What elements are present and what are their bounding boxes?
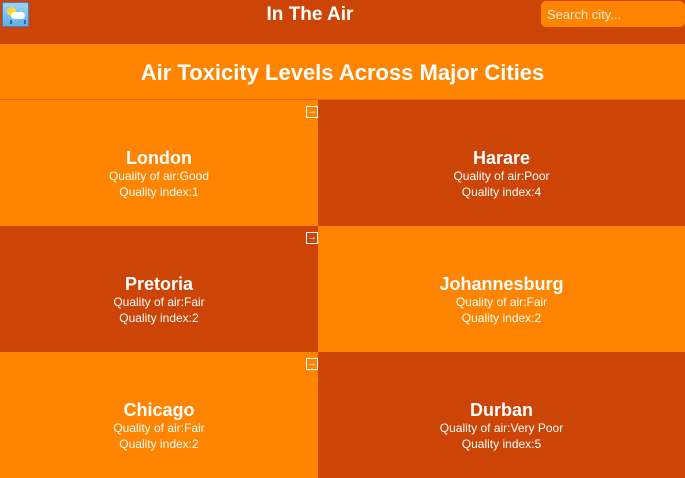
city-card-harare[interactable]: Harare Quality of air:Poor Quality index…	[318, 100, 685, 226]
city-name: Durban	[318, 400, 685, 420]
city-name: London	[0, 148, 318, 168]
city-grid: → London Quality of air:Good Quality ind…	[0, 100, 685, 478]
external-link-icon[interactable]: →	[306, 106, 318, 118]
app-title: In The Air	[0, 0, 620, 30]
quality-index-label: Quality index:2	[318, 310, 685, 326]
air-quality-label: Quality of air:Fair	[0, 420, 318, 436]
city-row: → Chicago Quality of air:Fair Quality in…	[0, 352, 685, 478]
city-card-chicago[interactable]: → Chicago Quality of air:Fair Quality in…	[0, 352, 318, 478]
air-quality-label: Quality of air:Fair	[318, 294, 685, 310]
city-card-durban[interactable]: Durban Quality of air:Very Poor Quality …	[318, 352, 685, 478]
search-input[interactable]	[541, 1, 685, 27]
city-row: → London Quality of air:Good Quality ind…	[0, 100, 685, 226]
city-name: Johannesburg	[318, 274, 685, 294]
quality-index-label: Quality index:4	[318, 184, 685, 200]
air-quality-label: Quality of air:Fair	[0, 294, 318, 310]
city-card-johannesburg[interactable]: Johannesburg Quality of air:Fair Quality…	[318, 226, 685, 352]
quality-index-label: Quality index:1	[0, 184, 318, 200]
city-row: → Pretoria Quality of air:Fair Quality i…	[0, 226, 685, 352]
external-link-icon[interactable]: →	[306, 358, 318, 370]
quality-index-label: Quality index:2	[0, 310, 318, 326]
page-title: Air Toxicity Levels Across Major Cities	[0, 44, 685, 100]
city-card-london[interactable]: → London Quality of air:Good Quality ind…	[0, 100, 318, 226]
air-quality-label: Quality of air:Poor	[318, 168, 685, 184]
air-quality-label: Quality of air:Very Poor	[318, 420, 685, 436]
city-card-pretoria[interactable]: → Pretoria Quality of air:Fair Quality i…	[0, 226, 318, 352]
external-link-icon[interactable]: →	[306, 232, 318, 244]
air-quality-label: Quality of air:Good	[0, 168, 318, 184]
navbar: In The Air	[0, 0, 685, 44]
city-name: Chicago	[0, 400, 318, 420]
city-name: Harare	[318, 148, 685, 168]
city-name: Pretoria	[0, 274, 318, 294]
